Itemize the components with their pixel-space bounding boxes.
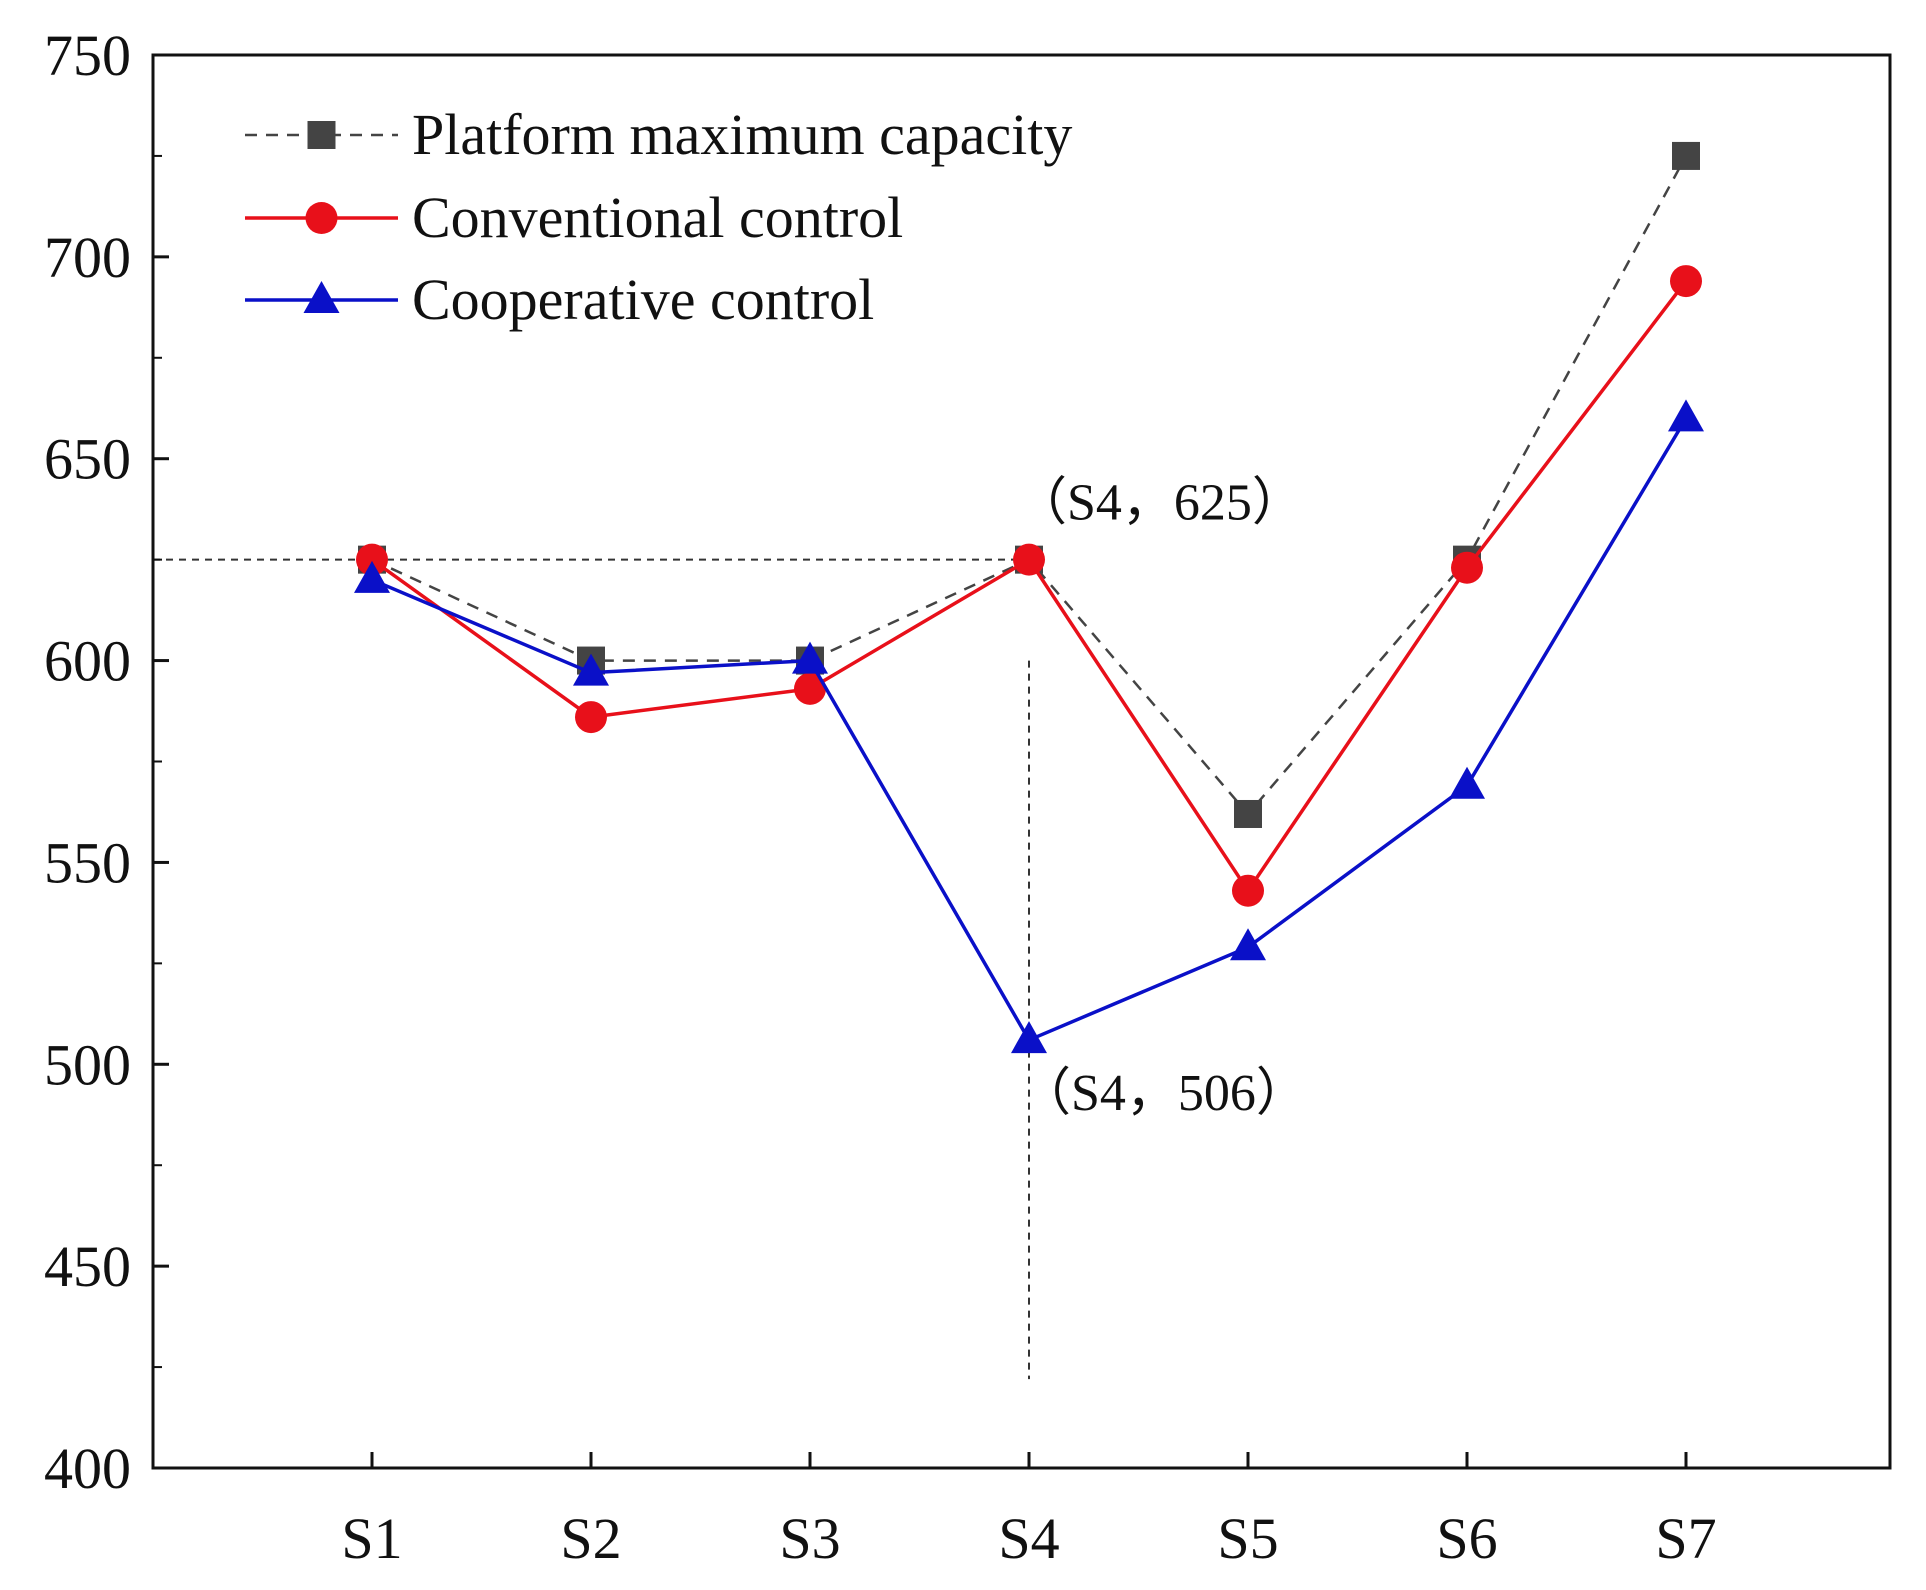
data-point: [356, 543, 388, 576]
legend-item: Conventional control: [245, 185, 903, 250]
x-tick-label: S2: [560, 1506, 621, 1571]
legend-marker: [303, 281, 340, 313]
data-point: [575, 701, 607, 734]
x-tick-label: S6: [1436, 1506, 1497, 1571]
data-point: [794, 672, 826, 705]
data-point: [1670, 265, 1702, 298]
y-tick-label: 650: [44, 427, 131, 492]
data-point: [1013, 543, 1045, 576]
legend-marker: [305, 202, 338, 234]
x-tick-label: S5: [1217, 1506, 1278, 1571]
data-point: [1451, 551, 1483, 584]
data-point: [1232, 874, 1264, 907]
legend-label: Conventional control: [412, 185, 903, 250]
x-tick-label: S4: [998, 1506, 1059, 1571]
series-layer: [354, 141, 1704, 1054]
y-tick-label: 400: [44, 1436, 131, 1501]
y-tick-label: 700: [44, 225, 131, 290]
reference-lines: [153, 558, 1030, 1380]
legend-label: Platform maximum capacity: [412, 102, 1072, 167]
y-tick-label: 750: [44, 23, 131, 88]
data-point: [1672, 141, 1700, 170]
data-point: [573, 653, 609, 686]
annotation-label: （S4，506）: [1019, 1065, 1308, 1122]
series-3: [354, 399, 1704, 1054]
y-tick-label: 600: [44, 629, 131, 694]
data-point: [1234, 799, 1262, 828]
y-tick-label: 550: [44, 830, 131, 895]
y-tick-label: 500: [44, 1032, 131, 1097]
y-tick-label: 450: [44, 1234, 131, 1299]
data-point: [1230, 928, 1266, 961]
data-point: [1011, 1021, 1047, 1054]
legend-label: Cooperative control: [412, 267, 874, 332]
annotation-label: （S4，625）: [1015, 475, 1304, 532]
axes: 400 450 500 550 600 650 700 750 S1 S2 S3 S4 S5 S6 S7: [44, 23, 1892, 1571]
data-point: [792, 641, 828, 674]
legend: Platform maximum capacity Conventional co…: [245, 102, 1072, 332]
data-point: [1449, 766, 1485, 799]
x-tick-label: S3: [779, 1506, 840, 1571]
data-point: [354, 560, 390, 593]
annotations: （S4，625） （S4，506）: [1015, 475, 1308, 1122]
legend-item: Platform maximum capacity: [245, 102, 1072, 167]
legend-marker: [307, 121, 336, 149]
x-tick-label: S7: [1655, 1506, 1716, 1571]
legend-item: Cooperative control: [245, 267, 874, 332]
series-line: [370, 280, 1688, 893]
x-tick-label: S1: [341, 1506, 402, 1571]
data-point: [1668, 399, 1704, 432]
series-2: [356, 265, 1702, 907]
